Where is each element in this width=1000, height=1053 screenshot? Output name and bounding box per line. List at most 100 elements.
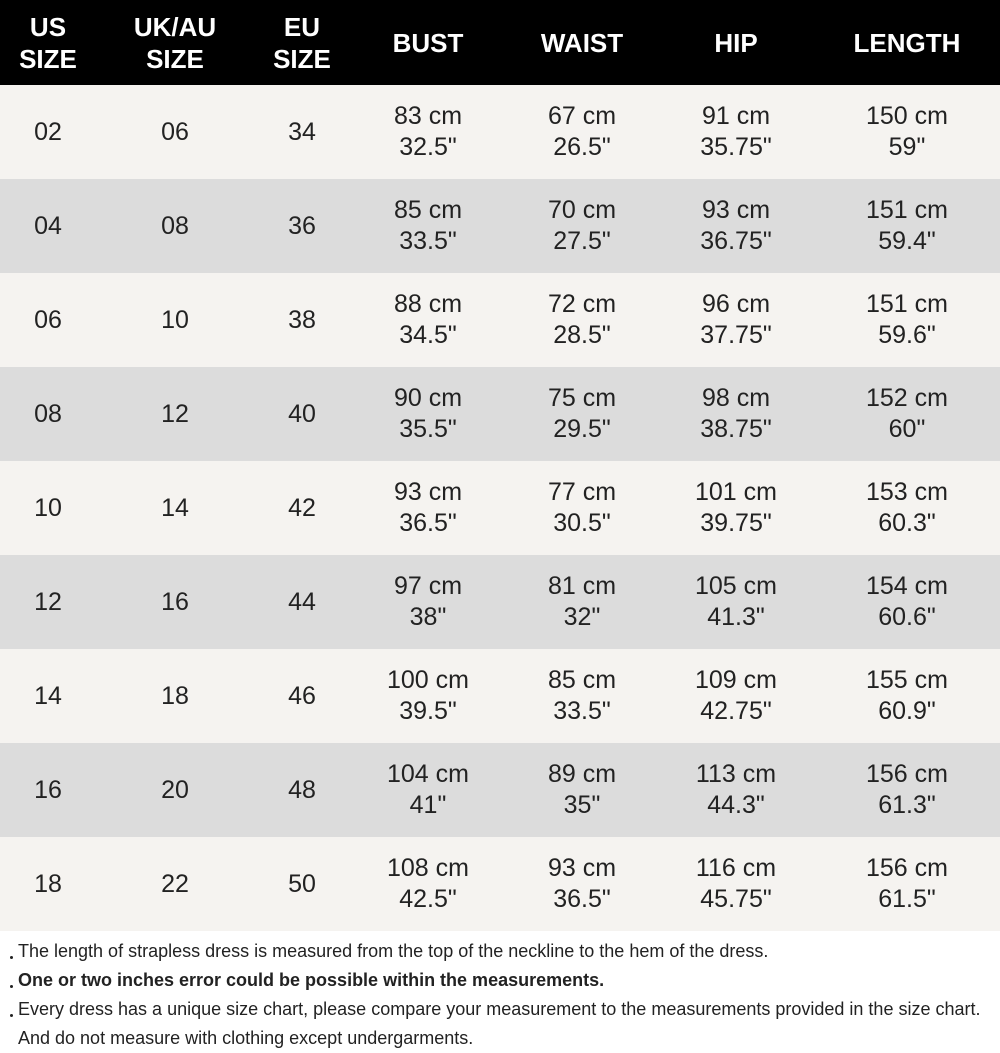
header-label: EU SIZE (273, 11, 331, 74)
inch-value: 59.6" (878, 321, 936, 349)
inch-value: 29.5" (553, 415, 611, 443)
header-cell: US SIZE (0, 0, 96, 85)
inch-value: 28.5" (553, 321, 611, 349)
cm-value: 113 cm (695, 760, 777, 788)
cm-value: 93 cm (701, 196, 771, 224)
table-body: 02 06 34 83 cm 32.5" 67 cm 26.5" 91 cm 35.75" 150… (0, 85, 1000, 931)
header-label: LENGTH (853, 27, 961, 58)
cm-value: 153 cm (866, 478, 948, 506)
measurement-cell: 156 cm 61.3" (814, 743, 1000, 837)
size-cell: 12 (0, 555, 96, 649)
cm-value: 155 cm (866, 666, 948, 694)
table-row: 08 12 40 90 cm 35.5" 75 cm 29.5" 98 cm 38.75" 152… (0, 367, 1000, 461)
inch-value: 60" (888, 415, 926, 443)
cm-value: 72 cm (547, 290, 617, 318)
inch-value: 37.75" (700, 321, 772, 349)
size-cell: 16 (0, 743, 96, 837)
cm-value: 101 cm (695, 478, 777, 506)
measurement-cell: 113 cm 44.3" (658, 743, 814, 837)
size-cell: 22 (96, 837, 254, 931)
measurement-cell: 93 cm 36.75" (658, 179, 814, 273)
table-row: 12 16 44 97 cm 38" 81 cm 32" 105 cm 41.3" 154 cm 6… (0, 555, 1000, 649)
size-cell: 18 (96, 649, 254, 743)
inch-value: 61.3" (878, 791, 936, 819)
table-row: 04 08 36 85 cm 33.5" 70 cm 27.5" 93 cm 36.75" 151… (0, 179, 1000, 273)
cm-value: 156 cm (866, 854, 948, 882)
inch-value: 35" (563, 791, 601, 819)
size-cell: 40 (254, 367, 350, 461)
cm-value: 154 cm (866, 572, 948, 600)
measurement-cell: 151 cm 59.4" (814, 179, 1000, 273)
size-cell: 48 (254, 743, 350, 837)
inch-value: 44.3" (707, 791, 765, 819)
size-cell: 44 (254, 555, 350, 649)
cm-value: 88 cm (393, 290, 463, 318)
cm-value: 104 cm (387, 760, 469, 788)
measurement-cell: 154 cm 60.6" (814, 555, 1000, 649)
measurement-cell: 83 cm 32.5" (350, 85, 506, 179)
size-cell: 34 (254, 85, 350, 179)
header-cell: BUST (350, 0, 506, 85)
size-cell: 20 (96, 743, 254, 837)
inch-value: 35.75" (700, 133, 772, 161)
inch-value: 59" (888, 133, 926, 161)
inch-value: 32.5" (399, 133, 457, 161)
header-cell: WAIST (506, 0, 658, 85)
inch-value: 60.9" (878, 697, 936, 725)
measurement-cell: 151 cm 59.6" (814, 273, 1000, 367)
cm-value: 151 cm (866, 196, 948, 224)
cm-value: 108 cm (387, 854, 469, 882)
cm-value: 75 cm (547, 384, 617, 412)
inch-value: 38" (409, 603, 447, 631)
size-cell: 16 (96, 555, 254, 649)
header-row: US SIZE UK/AU SIZE EU SIZE BUST WAIST HIP LENG… (0, 0, 1000, 85)
measurement-cell: 108 cm 42.5" (350, 837, 506, 931)
inch-value: 41" (409, 791, 447, 819)
cm-value: 85 cm (393, 196, 463, 224)
inch-value: 61.5" (878, 885, 936, 913)
measurement-cell: 91 cm 35.75" (658, 85, 814, 179)
header-label: BUST (392, 27, 464, 58)
measurement-cell: 153 cm 60.3" (814, 461, 1000, 555)
measurement-cell: 67 cm 26.5" (506, 85, 658, 179)
header-cell: LENGTH (814, 0, 1000, 85)
cm-value: 83 cm (393, 102, 463, 130)
inch-value: 42.75" (700, 697, 772, 725)
measurement-cell: 101 cm 39.75" (658, 461, 814, 555)
cm-value: 77 cm (547, 478, 617, 506)
inch-value: 36.75" (700, 227, 772, 255)
inch-value: 26.5" (553, 133, 611, 161)
cm-value: 90 cm (393, 384, 463, 412)
cm-value: 93 cm (547, 854, 617, 882)
measurement-cell: 75 cm 29.5" (506, 367, 658, 461)
size-cell: 08 (0, 367, 96, 461)
cm-value: 85 cm (547, 666, 617, 694)
measurement-cell: 85 cm 33.5" (350, 179, 506, 273)
measurement-cell: 81 cm 32" (506, 555, 658, 649)
inch-value: 34.5" (399, 321, 457, 349)
measurement-cell: 96 cm 37.75" (658, 273, 814, 367)
table-row: 10 14 42 93 cm 36.5" 77 cm 30.5" 101 cm 39.75" 15… (0, 461, 1000, 555)
measurement-cell: 104 cm 41" (350, 743, 506, 837)
measurement-cell: 70 cm 27.5" (506, 179, 658, 273)
cm-value: 105 cm (695, 572, 777, 600)
measurement-cell: 100 cm 39.5" (350, 649, 506, 743)
size-cell: 02 (0, 85, 96, 179)
measurement-cell: 77 cm 30.5" (506, 461, 658, 555)
size-cell: 08 (96, 179, 254, 273)
size-cell: 38 (254, 273, 350, 367)
header-label: UK/AU SIZE (133, 11, 217, 74)
inch-value: 36.5" (553, 885, 611, 913)
cm-value: 98 cm (701, 384, 771, 412)
inch-value: 38.75" (700, 415, 772, 443)
measurement-cell: 150 cm 59" (814, 85, 1000, 179)
table-row: 02 06 34 83 cm 32.5" 67 cm 26.5" 91 cm 35.75" 150… (0, 85, 1000, 179)
header-label: US SIZE (19, 11, 77, 74)
cm-value: 116 cm (695, 854, 777, 882)
measurement-cell: 85 cm 33.5" (506, 649, 658, 743)
inch-value: 33.5" (399, 227, 457, 255)
note: One or two inches error could be possibl… (10, 966, 1000, 995)
cm-value: 91 cm (701, 102, 771, 130)
cm-value: 89 cm (547, 760, 617, 788)
